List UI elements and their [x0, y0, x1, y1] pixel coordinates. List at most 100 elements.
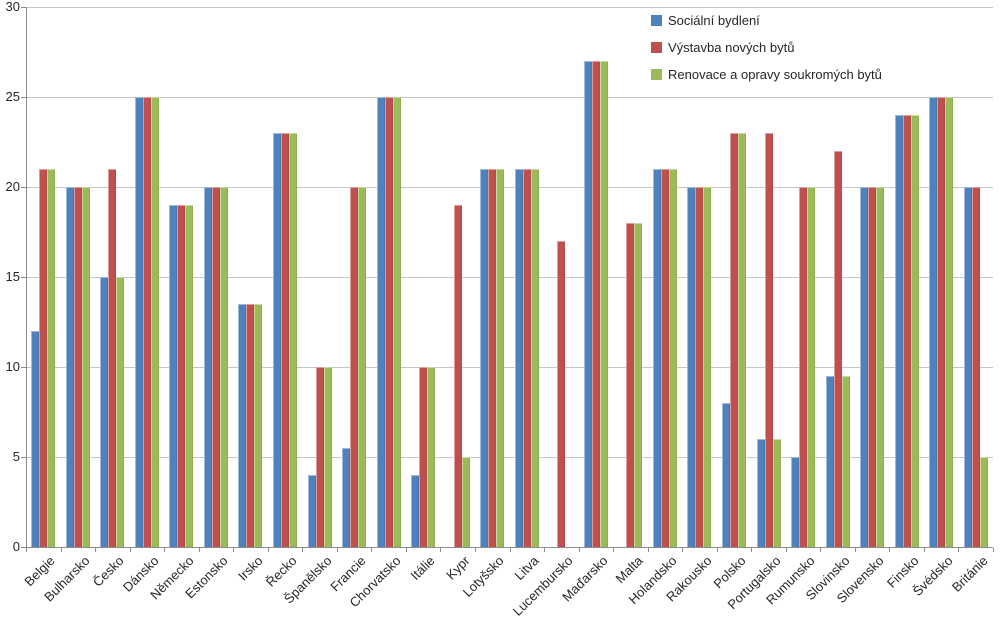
gridline — [26, 367, 993, 368]
bar — [73, 187, 82, 547]
bar — [307, 475, 316, 547]
bar — [100, 277, 109, 547]
bar — [108, 169, 117, 547]
bar — [496, 169, 505, 547]
bar — [514, 169, 523, 547]
bar — [599, 61, 608, 547]
bar — [39, 169, 48, 547]
y-axis-label: 10 — [5, 359, 20, 374]
x-axis-tick — [923, 548, 925, 552]
legend-entry: Sociální bydlení — [651, 13, 882, 28]
x-axis-tick — [26, 548, 27, 552]
bar — [169, 205, 178, 547]
bar — [350, 187, 359, 547]
bar — [833, 151, 842, 547]
bar — [376, 97, 385, 547]
bar — [894, 115, 903, 547]
bar — [841, 376, 850, 547]
bar — [411, 475, 420, 547]
bar — [384, 97, 393, 547]
bar — [799, 187, 808, 547]
bar — [695, 187, 704, 547]
bar — [791, 457, 800, 547]
bar — [626, 223, 635, 547]
bar — [392, 97, 401, 547]
bar — [281, 133, 290, 547]
bar — [530, 169, 539, 547]
x-axis-tick — [509, 548, 511, 552]
y-axis-label: 30 — [5, 0, 20, 14]
bar — [480, 169, 489, 547]
bar — [211, 187, 220, 547]
y-axis-label: 25 — [5, 89, 20, 104]
x-axis-tick — [785, 548, 787, 552]
gridline — [26, 277, 993, 278]
bar — [591, 61, 600, 547]
y-axis-tick — [21, 97, 26, 98]
bar — [902, 115, 911, 547]
bar — [721, 403, 730, 547]
legend-swatch-blue-icon — [651, 15, 662, 26]
y-axis-label: 20 — [5, 179, 20, 194]
bar — [81, 187, 90, 547]
y-axis-label: 15 — [5, 269, 20, 284]
bar — [246, 304, 255, 547]
y-axis-tick — [21, 277, 26, 278]
x-axis-tick — [198, 548, 200, 552]
bar — [937, 97, 946, 547]
bar — [929, 97, 938, 547]
bar — [756, 439, 765, 547]
gridline — [26, 457, 993, 458]
y-axis-line — [26, 7, 27, 547]
bar — [150, 97, 159, 547]
x-axis-tick — [474, 548, 476, 552]
y-axis-tick — [21, 457, 26, 458]
y-axis-label: 0 — [12, 539, 20, 554]
bar — [116, 277, 125, 547]
bar — [65, 187, 74, 547]
bar — [729, 133, 738, 547]
legend-swatch-green-icon — [651, 69, 662, 80]
x-axis-tick — [267, 548, 269, 552]
bar — [910, 115, 919, 547]
bar — [876, 187, 885, 547]
bar — [652, 169, 661, 547]
gridline — [26, 187, 993, 188]
legend-swatch-red-icon — [651, 42, 662, 53]
bar — [868, 187, 877, 547]
bar — [289, 133, 298, 547]
x-axis-tick — [405, 548, 407, 552]
x-axis-line — [26, 547, 993, 548]
x-axis-tick — [958, 548, 960, 552]
bar — [971, 187, 980, 547]
x-axis-tick — [336, 548, 338, 552]
bar — [219, 187, 228, 547]
bar — [31, 331, 40, 547]
x-axis-tick — [889, 548, 891, 552]
bar — [860, 187, 869, 547]
bar — [488, 169, 497, 547]
bar — [427, 367, 436, 547]
legend-label: Sociální bydlení — [668, 13, 760, 28]
legend-entry: Výstavba nových bytů — [651, 40, 882, 55]
bar — [358, 187, 367, 547]
bar — [807, 187, 816, 547]
legend: Sociální bydlení Výstavba nových bytů Re… — [651, 13, 882, 94]
bar — [238, 304, 247, 547]
bar — [668, 169, 677, 547]
bar — [772, 439, 781, 547]
x-axis-tick — [820, 548, 822, 552]
bar — [134, 97, 143, 547]
x-axis-tick — [95, 548, 97, 552]
x-axis-tick — [60, 548, 62, 552]
x-axis-tick — [578, 548, 580, 552]
x-axis-tick — [993, 548, 994, 552]
x-axis-tick — [854, 548, 856, 552]
legend-label: Výstavba nových bytů — [668, 40, 795, 55]
bar — [323, 367, 332, 547]
bar — [273, 133, 282, 547]
bar — [177, 205, 186, 547]
y-axis-tick — [21, 367, 26, 368]
bar — [583, 61, 592, 547]
